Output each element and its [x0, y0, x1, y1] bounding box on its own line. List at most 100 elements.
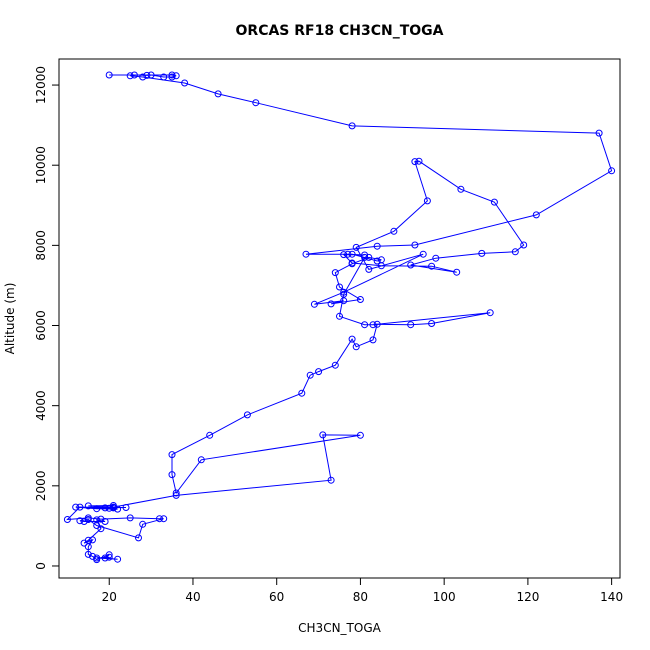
data-point	[310, 300, 318, 308]
data-point	[356, 296, 364, 303]
data-point	[84, 550, 92, 558]
data-point	[76, 503, 84, 511]
data-point	[407, 261, 415, 269]
data-point	[377, 256, 385, 264]
data-point	[214, 90, 222, 98]
x-tick-label: 120	[516, 590, 539, 604]
data-point	[197, 456, 205, 464]
x-tick-label: 140	[600, 590, 623, 604]
data-point	[80, 539, 88, 547]
data-point	[105, 553, 113, 561]
data-point	[84, 543, 92, 551]
data-point	[168, 71, 176, 79]
data-point	[352, 243, 360, 251]
data-point	[361, 253, 369, 261]
y-tick-label: 0	[34, 562, 48, 570]
data-point	[532, 211, 540, 219]
data-point	[369, 336, 377, 344]
data-point	[101, 518, 109, 525]
x-tick-label: 40	[185, 590, 200, 604]
data-point	[373, 242, 381, 250]
data-point	[89, 536, 96, 544]
data-point	[415, 157, 423, 165]
data-point	[407, 321, 415, 329]
x-tick-label: 60	[269, 590, 284, 604]
data-point	[608, 167, 616, 175]
data-point	[84, 516, 92, 523]
data-point	[361, 321, 369, 329]
y-axis: 0 2000 4000 6000 8000 10000 12000	[34, 66, 60, 570]
data-point	[306, 371, 314, 379]
data-point	[327, 476, 335, 484]
data-point	[373, 320, 381, 328]
data-point	[478, 249, 486, 257]
data-point	[419, 250, 427, 258]
y-tick-label: 10000	[34, 146, 48, 184]
data-point	[156, 515, 163, 523]
data-point	[411, 241, 419, 249]
data-point	[168, 471, 176, 479]
data-point	[520, 241, 528, 249]
data-point	[390, 227, 398, 235]
data-point	[336, 312, 343, 320]
x-tick-label: 100	[433, 590, 456, 604]
data-point	[80, 518, 88, 525]
data-point	[511, 248, 519, 256]
data-point	[453, 268, 461, 276]
data-point	[105, 71, 113, 79]
x-tick-label: 20	[102, 590, 117, 604]
data-point	[97, 525, 105, 533]
data-point	[348, 260, 356, 268]
y-tick-label: 6000	[34, 310, 48, 341]
data-point	[93, 554, 101, 562]
data-point	[172, 72, 180, 80]
data-point	[423, 197, 431, 205]
y-tick-label: 2000	[34, 471, 48, 502]
data-point	[93, 516, 101, 524]
data-point	[139, 73, 147, 81]
data-point	[302, 250, 310, 258]
data-point	[336, 283, 343, 291]
data-point	[160, 515, 168, 523]
data-point	[369, 321, 377, 329]
data-point	[172, 489, 180, 497]
data-point	[114, 555, 122, 563]
data-point	[486, 309, 494, 317]
data-point	[432, 254, 440, 262]
data-point	[365, 265, 373, 273]
data-point	[348, 250, 356, 258]
data-point	[172, 491, 180, 499]
data-point	[93, 505, 101, 513]
data-point	[457, 185, 465, 193]
data-point	[595, 129, 603, 137]
data-point	[122, 504, 130, 511]
data-point	[340, 251, 348, 259]
data-point	[331, 361, 339, 369]
data-point	[109, 504, 117, 512]
data-point	[206, 431, 214, 439]
y-tick-label: 8000	[34, 230, 48, 261]
data-point	[298, 389, 306, 397]
data-point	[114, 505, 122, 513]
data-point	[101, 554, 109, 562]
data-point	[319, 431, 327, 439]
series-line	[66, 74, 613, 561]
data-point	[135, 534, 142, 542]
data-point	[126, 72, 134, 80]
x-axis-label: CH3CN_TOGA	[298, 621, 381, 635]
data-point	[84, 502, 92, 510]
data-point	[365, 253, 373, 261]
data-point	[143, 71, 151, 79]
data-point	[72, 503, 80, 511]
data-point	[490, 198, 498, 206]
data-point	[243, 411, 251, 419]
data-point	[352, 343, 360, 351]
data-point	[160, 73, 168, 81]
data-point	[63, 516, 71, 523]
data-point	[126, 514, 134, 522]
data-point	[315, 368, 323, 376]
data-point	[76, 517, 84, 525]
y-tick-label: 4000	[34, 390, 48, 421]
y-tick-label: 12000	[34, 66, 48, 104]
